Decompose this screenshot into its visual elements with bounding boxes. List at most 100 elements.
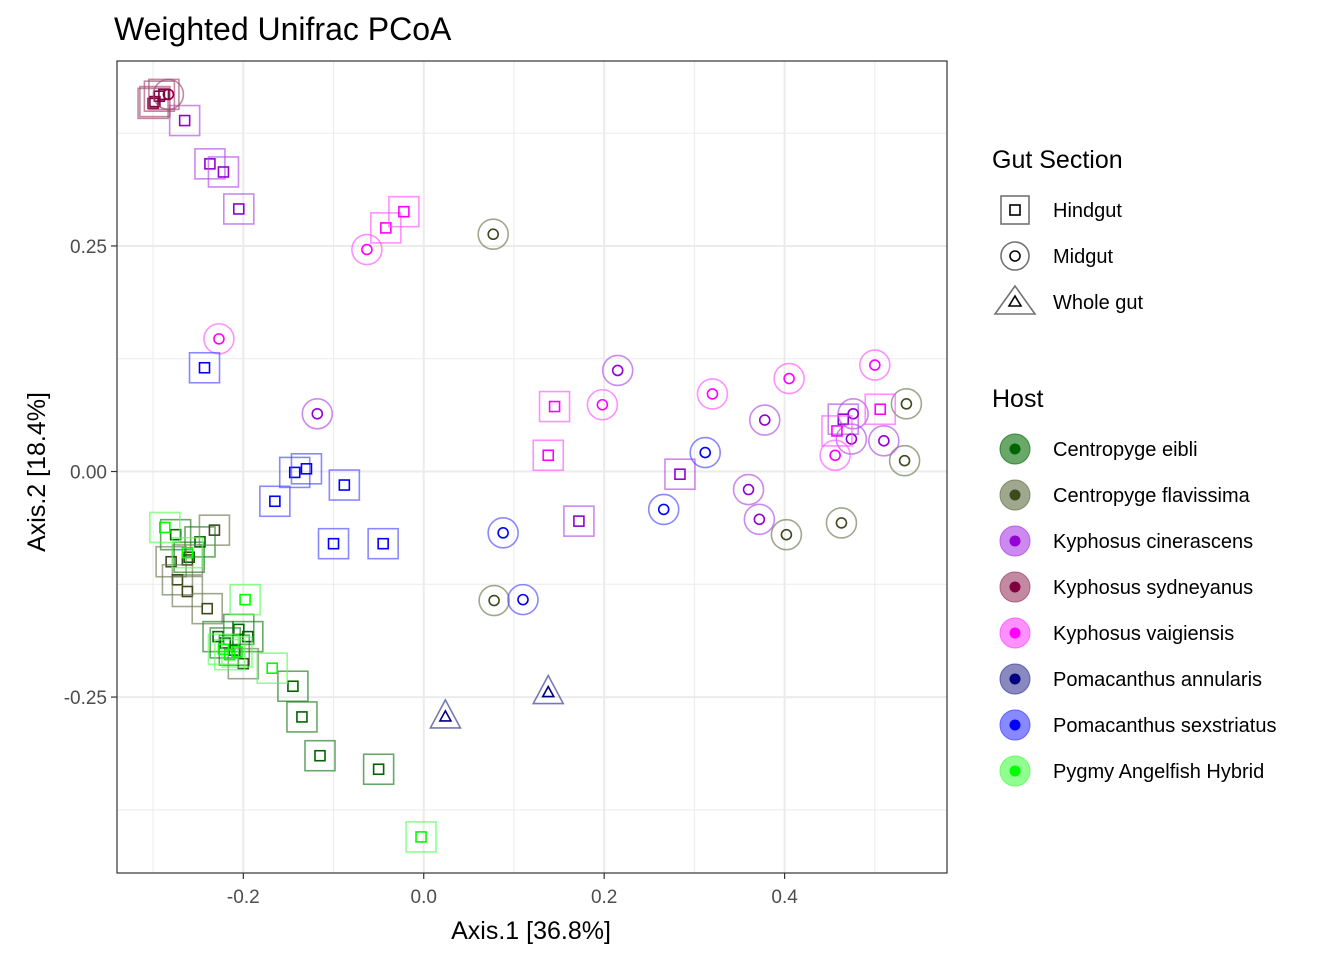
data-point-circle bbox=[601, 354, 634, 387]
color-swatch-icon bbox=[999, 663, 1031, 695]
data-point-square bbox=[213, 638, 246, 671]
data-point-square bbox=[286, 701, 318, 733]
data-point-triangle bbox=[531, 673, 565, 705]
x-tick-label: 0.4 bbox=[771, 887, 798, 908]
legend-item-square: Hindgut bbox=[1000, 195, 1122, 225]
legend-label: Kyphosus sydneyanus bbox=[1053, 577, 1253, 599]
data-point-square bbox=[405, 821, 437, 853]
y-tick-label: 0.25 bbox=[70, 237, 107, 258]
legend: Gut Section Hindgut Midgut Whole gut Host Cen… bbox=[992, 146, 1276, 787]
y-axis-title: Axis.2 [18.4%] bbox=[23, 392, 51, 552]
color-swatch-icon bbox=[999, 617, 1031, 649]
x-axis-title: Axis.1 [36.8%] bbox=[451, 917, 611, 945]
data-point-square bbox=[370, 212, 402, 244]
legend-item-circle: Midgut bbox=[1000, 241, 1113, 271]
data-point-square bbox=[278, 456, 311, 489]
data-point-square bbox=[362, 753, 395, 786]
data-point-square bbox=[207, 156, 240, 188]
data-point-circle bbox=[825, 507, 858, 539]
data-point-square bbox=[256, 652, 288, 684]
legend-label: Hindgut bbox=[1053, 200, 1122, 222]
legend-item-host: Centropyge flavissima bbox=[999, 479, 1251, 511]
legend-label: Centropyge flavissima bbox=[1053, 485, 1251, 507]
data-point-circle bbox=[507, 583, 539, 616]
data-point-square bbox=[532, 439, 565, 472]
legend-label: Whole gut bbox=[1053, 292, 1143, 314]
data-point-circle bbox=[890, 388, 923, 420]
data-point-circle bbox=[487, 517, 519, 549]
data-point-circle bbox=[748, 404, 781, 436]
legend-item-host: Kyphosus vaigiensis bbox=[999, 617, 1234, 649]
legend-label: Pomacanthus sexstriatus bbox=[1053, 715, 1276, 737]
data-point-square bbox=[222, 193, 255, 225]
data-point-square bbox=[155, 545, 187, 578]
data-point-circle bbox=[819, 439, 851, 472]
data-point-square bbox=[328, 469, 361, 501]
legend-item-host: Kyphosus cinerascens bbox=[999, 525, 1253, 557]
legend-label: Pomacanthus annularis bbox=[1053, 669, 1262, 691]
data-point-circle bbox=[152, 78, 185, 111]
legend-label: Midgut bbox=[1053, 246, 1113, 268]
data-point-circle bbox=[477, 218, 510, 251]
data-point-square bbox=[367, 527, 399, 560]
color-swatch-icon bbox=[999, 433, 1031, 465]
data-point-circle bbox=[203, 323, 235, 355]
legend-item-triangle: Whole gut bbox=[993, 284, 1143, 315]
data-point-square bbox=[159, 518, 192, 551]
x-tick-label: -0.2 bbox=[227, 887, 260, 908]
data-point-square bbox=[664, 458, 696, 491]
data-point-circle bbox=[743, 503, 776, 536]
data-point-circle bbox=[647, 493, 680, 526]
legend-label: Kyphosus vaigiensis bbox=[1053, 623, 1234, 645]
color-swatch-icon bbox=[999, 755, 1031, 787]
x-tick-label: 0.2 bbox=[591, 887, 617, 908]
data-point-square bbox=[290, 453, 323, 485]
legend-label: Pygmy Angelfish Hybrid bbox=[1053, 761, 1264, 783]
data-point-square bbox=[221, 636, 253, 668]
data-point-square bbox=[149, 511, 181, 544]
legend-item-host: Centropyge eibli bbox=[999, 433, 1198, 465]
data-point-circle bbox=[868, 425, 900, 457]
color-swatch-icon bbox=[999, 709, 1031, 741]
data-point-square bbox=[259, 485, 291, 518]
data-point-triangle bbox=[429, 698, 462, 729]
data-point-square bbox=[198, 514, 231, 546]
plot-panel bbox=[116, 60, 948, 874]
data-point-square bbox=[563, 505, 595, 537]
legend-item-host: Pomacanthus annularis bbox=[999, 663, 1262, 695]
data-point-square bbox=[317, 527, 350, 560]
legend-item-host: Pygmy Angelfish Hybrid bbox=[999, 755, 1264, 787]
grid-lines bbox=[117, 61, 947, 873]
data-point-square bbox=[188, 351, 221, 384]
data-point-circle bbox=[586, 388, 619, 421]
legend-title-gut-section: Gut Section bbox=[992, 146, 1123, 174]
data-point-square bbox=[229, 583, 261, 616]
data-point-square bbox=[191, 592, 224, 625]
data-point-square bbox=[137, 87, 169, 120]
data-point-square bbox=[168, 104, 201, 137]
data-point-square bbox=[864, 393, 897, 426]
color-swatch-icon bbox=[999, 479, 1031, 511]
legend-label: Kyphosus cinerascens bbox=[1053, 531, 1253, 553]
data-point-square bbox=[388, 195, 420, 228]
data-point-square bbox=[171, 575, 204, 608]
data-point-circle bbox=[773, 362, 805, 395]
data-point-circle bbox=[837, 397, 869, 430]
axes: -0.2 0.0 0.2 0.4 -0.25 0.00 0.25 bbox=[64, 237, 799, 908]
data-point-square bbox=[538, 390, 571, 423]
data-point-circle bbox=[689, 436, 722, 469]
data-point-circle bbox=[351, 233, 383, 266]
data-point-circle bbox=[696, 378, 729, 410]
color-swatch-icon bbox=[999, 525, 1031, 557]
data-points bbox=[137, 78, 923, 853]
chart-title: Weighted Unifrac PCoA bbox=[114, 11, 452, 47]
data-point-circle bbox=[478, 584, 510, 617]
square-icon bbox=[1000, 195, 1030, 225]
data-point-square bbox=[171, 536, 204, 569]
legend-label: Centropyge eibli bbox=[1053, 439, 1198, 461]
data-point-circle bbox=[301, 397, 334, 430]
data-point-circle bbox=[770, 518, 803, 551]
legend-item-host: Pomacanthus sexstriatus bbox=[999, 709, 1276, 741]
data-point-square bbox=[304, 739, 336, 772]
